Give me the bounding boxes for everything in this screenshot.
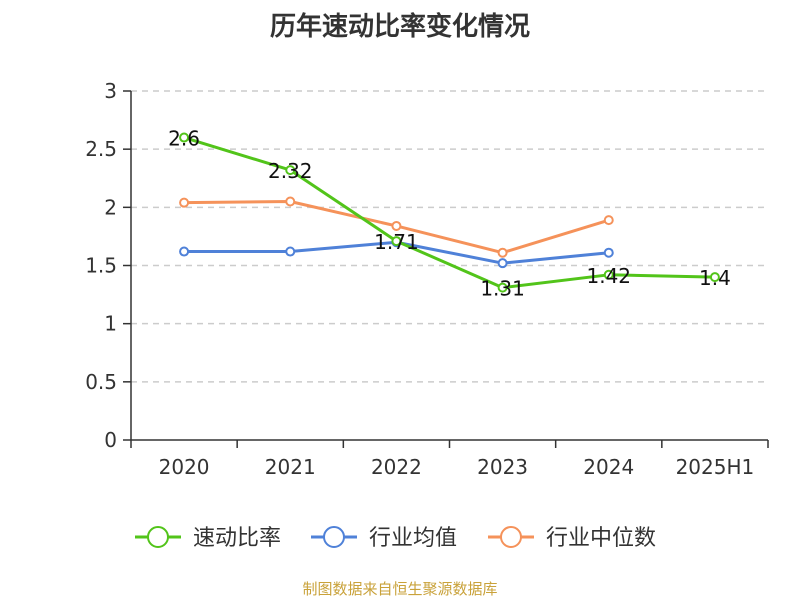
legend-item[interactable]: 行业中位数 xyxy=(488,526,656,551)
x-tick-label: 2024 xyxy=(583,455,634,479)
data-label: 2.6 xyxy=(168,127,200,151)
y-tick-label: 1.5 xyxy=(85,254,117,278)
data-label: 2.32 xyxy=(268,159,313,183)
data-point xyxy=(179,246,190,257)
legend: 速动比率 行业均值 行业中位数 xyxy=(135,526,656,551)
y-tick-label: 1 xyxy=(104,312,117,336)
data-label: 1.4 xyxy=(699,266,731,290)
data-point xyxy=(497,282,508,293)
y-tick-label: 2 xyxy=(104,195,117,219)
legend-marker xyxy=(500,526,522,548)
data-point xyxy=(285,246,296,257)
x-tick-label: 2023 xyxy=(477,455,528,479)
data-point xyxy=(603,215,614,226)
data-point xyxy=(179,132,190,143)
y-tick-label: 0 xyxy=(104,428,117,452)
grid-lines xyxy=(131,90,768,383)
legend-item[interactable]: 行业均值 xyxy=(311,526,457,551)
data-point xyxy=(391,220,402,231)
chart-title: 历年速动比率变化情况 xyxy=(269,12,530,42)
legend-marker xyxy=(323,526,345,548)
data-label: 1.71 xyxy=(374,230,419,254)
source-note: 制图数据来自恒生聚源数据库 xyxy=(302,580,498,598)
series-points xyxy=(179,132,720,293)
data-point xyxy=(285,165,296,176)
data-label: 1.31 xyxy=(480,277,525,301)
x-tick-label: 2025H1 xyxy=(676,455,755,479)
x-tick-label: 2021 xyxy=(265,455,316,479)
data-point xyxy=(709,272,720,283)
legend-label: 行业均值 xyxy=(369,526,457,551)
data-labels: 2.6 2.32 1.71 1.31 1.42 1.4 xyxy=(168,127,731,301)
y-axis-ticks: 0 0.5 1 1.5 2 2.5 3 xyxy=(85,79,131,452)
series-line xyxy=(183,136,715,290)
data-point xyxy=(603,247,614,258)
y-tick-label: 3 xyxy=(104,79,117,103)
x-tick-label: 2020 xyxy=(159,455,210,479)
legend-marker xyxy=(147,526,169,548)
legend-label: 速动比率 xyxy=(193,526,281,551)
y-tick-label: 0.5 xyxy=(85,370,117,394)
data-label: 1.42 xyxy=(586,264,631,288)
data-point xyxy=(497,258,508,269)
y-tick-label: 2.5 xyxy=(85,137,117,161)
x-axis-ticks: 2020 2021 2022 2023 2024 2025H1 xyxy=(130,440,769,479)
data-point xyxy=(179,197,190,208)
data-point xyxy=(497,247,508,258)
data-point xyxy=(285,196,296,207)
x-tick-label: 2022 xyxy=(371,455,422,479)
legend-label: 行业中位数 xyxy=(546,526,656,551)
legend-item[interactable]: 速动比率 xyxy=(135,526,281,551)
data-point xyxy=(603,269,614,280)
data-point xyxy=(391,236,402,247)
